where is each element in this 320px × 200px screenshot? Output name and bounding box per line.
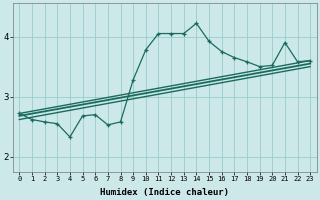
X-axis label: Humidex (Indice chaleur): Humidex (Indice chaleur) (100, 188, 229, 197)
